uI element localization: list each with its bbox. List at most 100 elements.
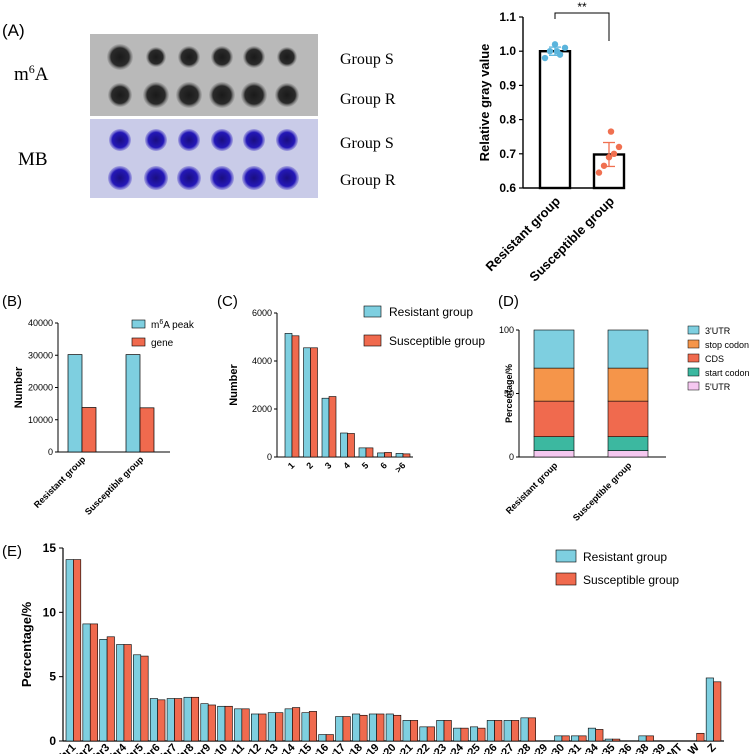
m6a-row-label: m6A	[14, 62, 49, 85]
y-tick-label: 0.9	[499, 78, 516, 92]
bar	[386, 714, 393, 741]
legend-label: Susceptible group	[583, 573, 679, 587]
m6a-blot-dot	[211, 46, 233, 68]
y-tick-label: 0	[267, 452, 272, 462]
bar	[487, 720, 494, 741]
mb-blot-dot	[211, 129, 233, 151]
data-point	[562, 45, 568, 51]
bar	[124, 645, 131, 742]
bar	[225, 706, 232, 741]
x-tick-label: 5	[360, 460, 371, 471]
x-tick-label: Susceptible group	[83, 454, 146, 517]
stacked-segment	[608, 451, 648, 457]
y-tick-label: 40000	[28, 318, 53, 328]
bar	[403, 454, 410, 457]
bar	[540, 51, 570, 188]
bar	[201, 704, 208, 741]
data-point	[554, 48, 560, 54]
bar	[378, 453, 385, 457]
bar	[126, 355, 140, 452]
bar	[369, 714, 376, 741]
legend-label-gene: gene	[151, 338, 174, 349]
y-tick-label: 0	[48, 447, 53, 457]
bar	[352, 714, 359, 741]
x-tick-label: Susceptible group	[571, 460, 634, 523]
y-tick-label: 0.6	[499, 181, 516, 195]
y-tick-label: 0	[509, 452, 514, 462]
bar	[461, 728, 468, 741]
panel-label-a: (A)	[2, 21, 25, 40]
bar	[571, 736, 578, 741]
mb-blot-dot	[210, 166, 234, 190]
y-tick-label: 20000	[28, 383, 53, 393]
bar	[714, 682, 721, 741]
bar	[167, 699, 174, 741]
legend-swatch	[364, 335, 381, 346]
bar	[639, 736, 646, 741]
x-tick-label: 2	[304, 460, 315, 471]
bar	[605, 739, 612, 741]
x-tick-label: Resistant group	[32, 454, 88, 510]
m6a-blot-dot	[178, 46, 200, 68]
group-s-label-bottom: Group S	[340, 135, 394, 152]
legend-swatch	[688, 368, 699, 376]
bar	[444, 720, 451, 741]
y-tick-label: 2000	[252, 404, 272, 414]
mb-blot-dot	[242, 166, 266, 190]
legend-label: CDS	[705, 354, 724, 364]
y-axis-title: Number	[13, 366, 25, 408]
panel-label-d: (D)	[498, 293, 519, 310]
m6a-blot-dot	[275, 83, 299, 107]
bar	[420, 727, 427, 741]
mb-blot-dot	[108, 166, 132, 190]
bar	[396, 453, 403, 457]
bar	[208, 705, 215, 741]
bar	[158, 700, 165, 741]
x-tick-label: W	[686, 741, 702, 754]
bar	[343, 717, 350, 741]
bar	[403, 720, 410, 741]
bar	[304, 348, 311, 457]
legend-swatch	[688, 326, 699, 334]
bar	[83, 624, 90, 741]
panel-label-b: (B)	[2, 293, 22, 310]
y-axis-title: Relative gray value	[477, 44, 492, 162]
y-tick-label: 10	[43, 605, 57, 619]
stacked-segment	[608, 437, 648, 451]
bar	[302, 713, 309, 741]
bar	[140, 408, 154, 452]
bar	[596, 729, 603, 741]
x-tick-label: 4	[341, 460, 352, 471]
mb-row-label: MB	[18, 149, 48, 170]
bar	[393, 715, 400, 741]
bar	[495, 720, 502, 741]
y-axis-title: Percentage/%	[19, 601, 34, 687]
bar	[100, 639, 107, 741]
x-tick-label: chr1	[54, 742, 79, 754]
significance-bracket	[555, 13, 609, 41]
stacked-segment	[534, 330, 574, 368]
significance-mark: **	[577, 0, 587, 14]
bar	[360, 715, 367, 741]
bar	[141, 656, 148, 741]
dot-blot: m6A MB Group S Group R Group S Group R	[14, 34, 396, 198]
bar	[377, 714, 384, 741]
group-s-label-top: Group S	[340, 51, 394, 68]
bar	[504, 720, 511, 741]
chart-b: 0 10000 20000 30000 40000 Resistant groupSusc…	[13, 318, 195, 517]
legend-label: 3'UTR	[705, 326, 731, 336]
stacked-segment	[534, 401, 574, 437]
bar	[311, 348, 318, 457]
bar	[697, 733, 704, 741]
bar	[437, 720, 444, 741]
data-point	[552, 41, 558, 47]
legend-label: Susceptible group	[389, 334, 485, 348]
bar	[184, 697, 191, 741]
bar	[427, 727, 434, 741]
bar	[562, 736, 569, 741]
data-point	[608, 128, 614, 134]
y-tick-label: 5	[49, 670, 56, 684]
bar	[579, 736, 586, 741]
legend-swatch	[688, 382, 699, 390]
